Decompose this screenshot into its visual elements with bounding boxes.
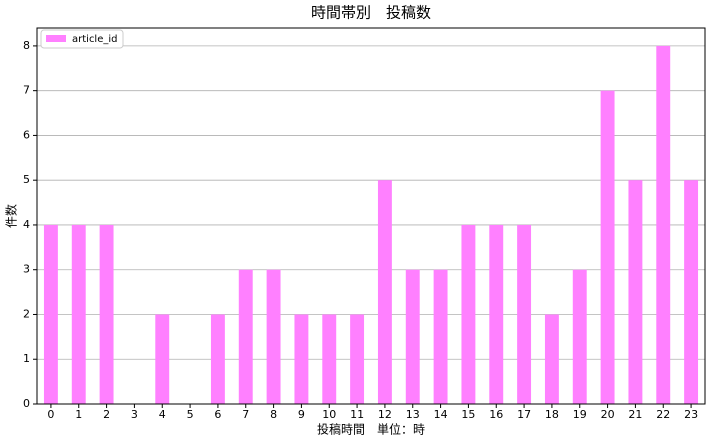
y-tick-label: 1 (23, 352, 30, 365)
y-axis-label: 件数 (4, 204, 19, 228)
bar (238, 269, 253, 404)
bar (461, 224, 476, 404)
x-tick-label: 16 (489, 408, 503, 421)
x-tick-label: 15 (461, 408, 475, 421)
x-tick-label: 4 (159, 408, 166, 421)
x-tick-label: 8 (270, 408, 277, 421)
legend-swatch (46, 35, 66, 42)
bar (294, 314, 309, 404)
bar (572, 269, 587, 404)
x-tick-label: 17 (517, 408, 531, 421)
x-axis-label: 投稿時間 単位：時 (317, 422, 425, 437)
x-tick-label: 22 (656, 408, 670, 421)
bar (517, 224, 532, 404)
y-tick-label: 8 (23, 39, 30, 52)
x-tick-label: 3 (131, 408, 138, 421)
y-tick-label: 3 (23, 263, 30, 276)
bar (210, 314, 225, 404)
bar (43, 224, 58, 404)
x-tick-label: 21 (628, 408, 642, 421)
bar (71, 224, 86, 404)
x-tick-label: 23 (684, 408, 698, 421)
x-tick-label: 20 (601, 408, 615, 421)
x-tick-label: 1 (75, 408, 82, 421)
legend-frame (40, 29, 124, 49)
x-tick-label: 0 (47, 408, 54, 421)
bar (684, 180, 699, 404)
bar (405, 269, 420, 404)
x-tick-label: 12 (378, 408, 392, 421)
y-tick-label: 5 (23, 173, 30, 186)
bar (266, 269, 281, 404)
bar (322, 314, 337, 404)
bar (155, 314, 170, 404)
bar (656, 45, 671, 405)
x-tick-label: 5 (187, 408, 194, 421)
bar (489, 224, 504, 404)
x-tick-label: 2 (103, 408, 110, 421)
legend-label: article_id (72, 34, 118, 45)
x-tick-label: 10 (322, 408, 336, 421)
x-tick-label: 14 (434, 408, 448, 421)
bar (600, 90, 615, 405)
bar (544, 314, 559, 404)
x-tick-label: 9 (298, 408, 305, 421)
y-tick-label: 0 (23, 397, 30, 410)
plot-frame (36, 27, 706, 405)
y-tick-label: 4 (23, 218, 30, 231)
y-tick-label: 2 (23, 307, 30, 320)
y-tick-label: 7 (23, 84, 30, 97)
bar (350, 314, 365, 404)
chart-title: 時間帯別 投稿数 (311, 4, 431, 22)
bar (628, 180, 643, 404)
x-tick-label: 19 (573, 408, 587, 421)
x-tick-label: 18 (545, 408, 559, 421)
x-tick-label: 7 (242, 408, 249, 421)
bar (433, 269, 448, 404)
x-tick-label: 6 (214, 408, 221, 421)
y-tick-label: 6 (23, 128, 30, 141)
x-tick-label: 13 (406, 408, 420, 421)
x-tick-label: 11 (350, 408, 364, 421)
bar (99, 224, 114, 404)
bar (377, 180, 392, 404)
